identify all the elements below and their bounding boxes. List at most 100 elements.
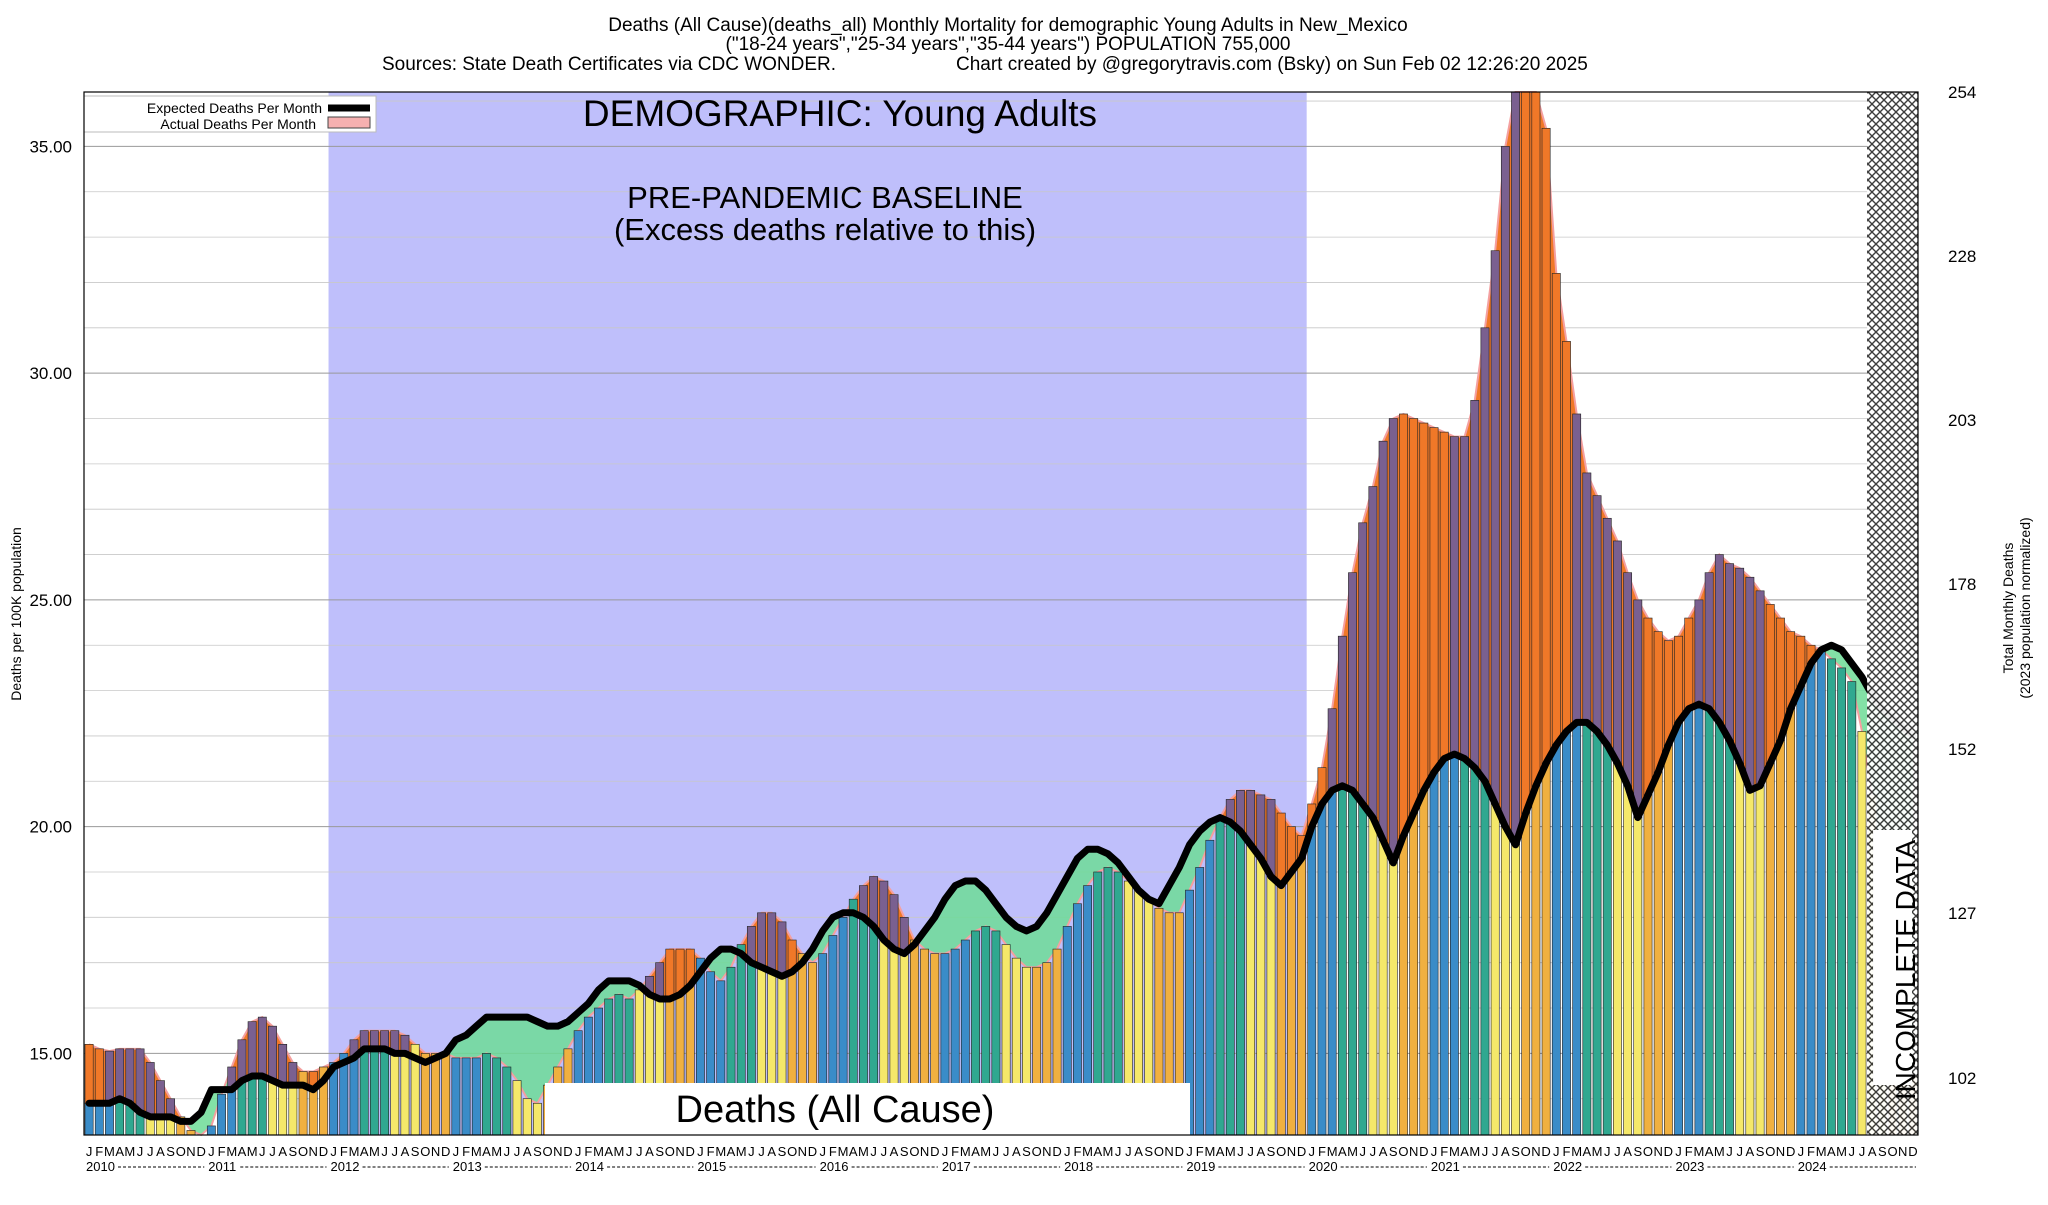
y-axis-label-right-line2: (2023 population normalized) — [2017, 517, 2033, 698]
x-tick-month: F — [462, 1144, 470, 1159]
bar-excess-part — [247, 1021, 257, 1077]
bar-excess-part — [1592, 495, 1602, 732]
bar-expected-part — [1460, 758, 1469, 1136]
bar-excess-part — [1663, 640, 1673, 746]
bar-excess-part — [145, 1062, 155, 1118]
bar-expected-part — [1541, 762, 1551, 1136]
x-tick-month: J — [993, 1144, 1000, 1159]
bar-expected-part — [1806, 663, 1816, 1136]
bar — [502, 1066, 512, 1136]
x-tick-month: J — [1247, 1144, 1254, 1159]
x-tick-month: O — [1276, 1144, 1286, 1159]
bar-excess-part — [1500, 146, 1510, 827]
bar-expected-part — [1337, 785, 1347, 1136]
bar-expected-part — [1653, 771, 1663, 1136]
bar-excess-part — [1643, 617, 1653, 796]
y-tick-label-right: 152 — [1948, 740, 1976, 759]
x-tick-month: J — [259, 1144, 266, 1159]
bar-excess-part — [1551, 273, 1561, 746]
bar — [1827, 658, 1836, 1136]
chart-title-line2: ("18-24 years","25-34 years","35-44 year… — [726, 34, 1291, 55]
y-tick-label-right: 127 — [1948, 904, 1976, 923]
x-tick-month: M — [715, 1144, 726, 1159]
overlay-boxes — [545, 92, 1918, 1135]
bar — [482, 1053, 491, 1136]
demographic-label: DEMOGRAPHIC: Young Adults — [583, 93, 1097, 134]
x-tick-month: F — [218, 1144, 226, 1159]
x-tick-month: S — [166, 1144, 175, 1159]
x-tick-month: J — [870, 1144, 877, 1159]
x-tick-month: S — [289, 1144, 298, 1159]
x-tick-month: J — [330, 1144, 337, 1159]
x-tick-month: F — [1563, 1144, 1571, 1159]
x-tick-month: F — [1807, 1144, 1815, 1159]
x-tick-month: S — [1267, 1144, 1276, 1159]
bar-expected-part — [1684, 708, 1694, 1136]
x-tick-year: 2021 — [1431, 1159, 1460, 1174]
bar-excess-part — [135, 1048, 145, 1113]
baseline-label: PRE-PANDEMIC BASELINE — [627, 180, 1023, 215]
bar-excess-part — [1623, 572, 1633, 787]
bar-expected-part — [1633, 817, 1643, 1136]
x-tick-month: O — [787, 1144, 797, 1159]
bar-expected-part — [1388, 862, 1398, 1136]
y-tick-label-right: 102 — [1948, 1069, 1976, 1088]
legend-expected-label: Expected Deaths Per Month — [147, 100, 322, 116]
x-tick-month: D — [563, 1144, 572, 1159]
x-tick-month: J — [697, 1144, 704, 1159]
bar — [1215, 817, 1225, 1136]
x-tick-month: D — [1175, 1144, 1184, 1159]
bar-excess-part — [1653, 631, 1663, 773]
bar-excess-part — [1714, 554, 1724, 723]
bar-expected-part — [1725, 740, 1734, 1136]
x-tick-month: J — [636, 1144, 643, 1159]
x-tick-month: M — [1103, 1144, 1114, 1159]
x-tick-month: D — [196, 1144, 205, 1159]
bar-excess-part — [1409, 418, 1419, 814]
bar-expected-part — [390, 1053, 400, 1136]
bar-expected-part — [1450, 753, 1459, 1136]
x-tick-month: M — [1836, 1144, 1847, 1159]
x-tick-month: F — [951, 1144, 959, 1159]
x-tick-month: N — [1042, 1144, 1051, 1159]
x-tick-month: J — [1798, 1144, 1805, 1159]
bar-excess-part — [665, 948, 675, 1000]
bar-expected-part — [1745, 790, 1755, 1136]
x-tick-month: M — [369, 1144, 380, 1159]
bar-expected-part — [400, 1053, 410, 1136]
bottom-title: Deaths (All Cause) — [676, 1089, 995, 1131]
bar-excess-part — [1765, 604, 1775, 764]
bar-expected-part — [1297, 858, 1306, 1136]
bar-excess-part — [1582, 472, 1592, 723]
bar-excess-part — [1358, 522, 1368, 805]
x-tick-month: J — [453, 1144, 460, 1159]
bar — [471, 1057, 481, 1136]
x-tick-month: M — [1592, 1144, 1603, 1159]
x-tick-month: J — [1726, 1144, 1733, 1159]
x-tick-month: J — [1309, 1144, 1316, 1159]
x-tick-month: J — [758, 1144, 765, 1159]
plot-frame — [83, 91, 1919, 1136]
bar — [1857, 731, 1867, 1136]
chart-title-line1: Deaths (All Cause)(deaths_all) Monthly M… — [608, 15, 1407, 36]
x-tick-month: J — [392, 1144, 399, 1159]
x-tick-month: O — [543, 1144, 553, 1159]
x-tick-month: M — [1082, 1144, 1093, 1159]
x-tick-month: O — [665, 1144, 675, 1159]
bar-expected-part — [369, 1048, 379, 1136]
bar — [533, 1102, 542, 1136]
x-tick-month: J — [1064, 1144, 1071, 1159]
x-tick-month: M — [1327, 1144, 1338, 1159]
bar-excess-part — [889, 894, 899, 950]
bar-expected-part — [1602, 744, 1612, 1136]
x-tick-month: M — [858, 1144, 869, 1159]
x-tick-month: M — [1714, 1144, 1725, 1159]
x-tick-year: 2016 — [820, 1159, 849, 1174]
x-tick-year: 2011 — [208, 1159, 236, 1174]
bar-excess-part — [1327, 708, 1337, 791]
bar-excess-part — [1388, 418, 1398, 864]
x-tick-year: 2024 — [1798, 1159, 1827, 1174]
x-tick-month: M — [349, 1144, 360, 1159]
bar-expected-part — [278, 1084, 288, 1136]
x-tick-month: A — [1256, 1144, 1265, 1159]
